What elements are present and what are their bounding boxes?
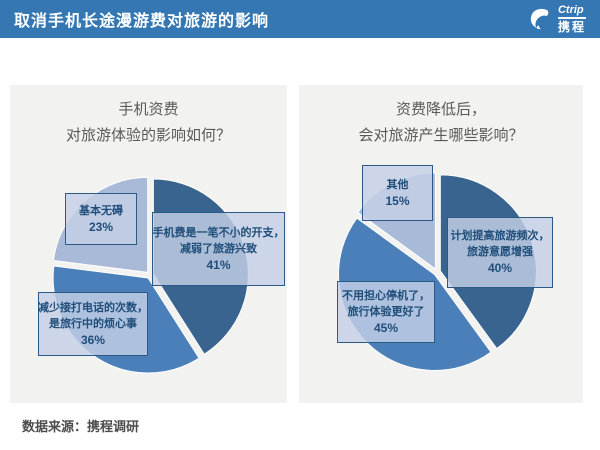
data-source-note: 数据来源：携程调研 — [22, 419, 140, 434]
right-pie-label-no-suspension-worry: 不用担心停机了， 旅行体验更好了 45% — [337, 281, 435, 343]
left-chart-title-line1: 手机资费 — [118, 101, 179, 118]
label-percent: 40% — [487, 261, 513, 275]
right-chart-title: 资费降低后， 会对旅游产生哪些影响？ — [299, 97, 583, 149]
right-pie-label-other: 其他 15% — [362, 165, 433, 221]
left-pie-label-fewer-calls: 减少接打电话的次数， 是旅行中的烦心事 36% — [38, 292, 148, 356]
label-percent: 45% — [373, 320, 399, 335]
left-pie-label-no-problem: 基本无碍 23% — [65, 193, 137, 245]
right-chart-title-line2: 会对旅游产生哪些影响？ — [358, 127, 524, 144]
chart-panel-phone-fee-impact: 手机资费 对旅游体验的影响如何？ 基本无碍 23% 手机费是一笔不小的开支， 减… — [10, 85, 287, 403]
ctrip-brand-cn: 携程 — [557, 20, 586, 34]
label-percent: 36% — [80, 332, 106, 347]
left-chart-title: 手机资费 对旅游体验的影响如何？ — [10, 97, 287, 149]
right-pie-label-more-travel: 计划提高旅游频次， 旅游意愿增强 40% — [447, 217, 553, 288]
chart-panel-fee-reduction-impact: 资费降低后， 会对旅游产生哪些影响？ 其他 15% 计划提高旅游频次， 旅游意愿… — [299, 85, 583, 403]
label-line: 不用担心停机了， — [342, 289, 430, 302]
label-line: 旅游意愿增强 — [467, 246, 533, 258]
label-line: 基本无碍 — [79, 204, 123, 217]
label-percent: 41% — [206, 257, 231, 272]
ctrip-brand-en: Ctrip — [557, 5, 586, 19]
header-bar: 取消手机长途漫游费对旅游的影响 Ctrip 携程 — [0, 0, 600, 38]
label-line: 计划提高旅游频次， — [450, 230, 550, 242]
label-percent: 23% — [88, 219, 114, 234]
label-line: 减弱了旅游兴致 — [180, 242, 257, 255]
label-line: 手机费是一笔不小的开支， — [152, 226, 285, 239]
ctrip-logo-text: Ctrip 携程 — [557, 5, 586, 34]
ctrip-logo: Ctrip 携程 — [527, 5, 586, 33]
page-title: 取消手机长途漫游费对旅游的影响 — [14, 13, 270, 30]
label-line: 减少接打电话的次数， — [38, 301, 148, 314]
ctrip-dolphin-icon — [527, 6, 553, 32]
label-line: 是旅行中的烦心事 — [49, 317, 137, 330]
right-chart-title-line1: 资费降低后， — [395, 101, 486, 118]
label-line: 旅行体验更好了 — [347, 305, 425, 318]
left-pie-label-big-expense: 手机费是一笔不小的开支， 减弱了旅游兴致 41% — [152, 212, 285, 286]
label-percent: 15% — [385, 193, 410, 208]
left-chart-title-line2: 对旅游体验的影响如何？ — [65, 127, 231, 144]
label-line: 其他 — [386, 178, 409, 191]
